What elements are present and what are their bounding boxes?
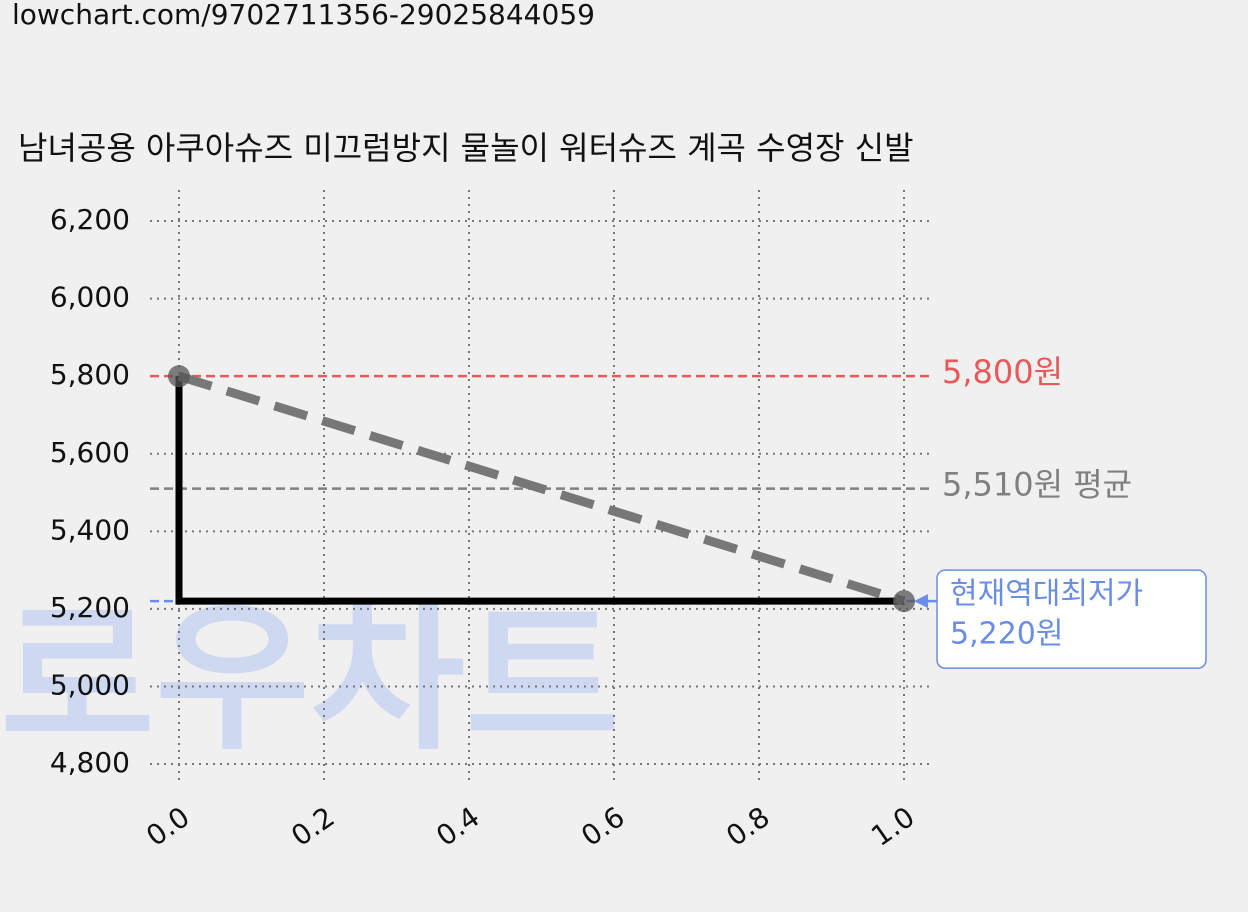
point xyxy=(893,590,915,613)
point xyxy=(168,365,190,388)
annotation-label: 현재역대최저가 xyxy=(950,577,1143,612)
reference-label: 5,510원 평균 xyxy=(942,466,1132,504)
chart-title: 남녀공용 아쿠아슈즈 미끄럼방지 물놀이 워터슈즈 계곡 수영장 신발 xyxy=(18,129,914,167)
y-tick-label: 6,200 xyxy=(50,203,130,236)
line xyxy=(177,371,906,606)
y-tick-label: 4,800 xyxy=(50,746,130,779)
watermark: 로우차트 xyxy=(0,585,620,772)
y-tick-label: 5,800 xyxy=(50,358,130,391)
y-tick-label: 5,000 xyxy=(50,668,130,701)
url: lowchart.com/9702711356-29025844059 xyxy=(12,0,595,31)
reference-label: 5,800원 xyxy=(942,353,1063,391)
y-tick-label: 6,000 xyxy=(50,281,130,314)
y-tick-label: 5,200 xyxy=(50,591,130,624)
annotation-label: 5,220원 xyxy=(950,617,1063,652)
annotation-box xyxy=(936,569,1207,669)
y-tick-label: 5,400 xyxy=(50,513,130,546)
y-tick-label: 5,600 xyxy=(50,436,130,469)
step-line xyxy=(175,376,904,605)
annotation-arrowhead xyxy=(914,594,928,609)
